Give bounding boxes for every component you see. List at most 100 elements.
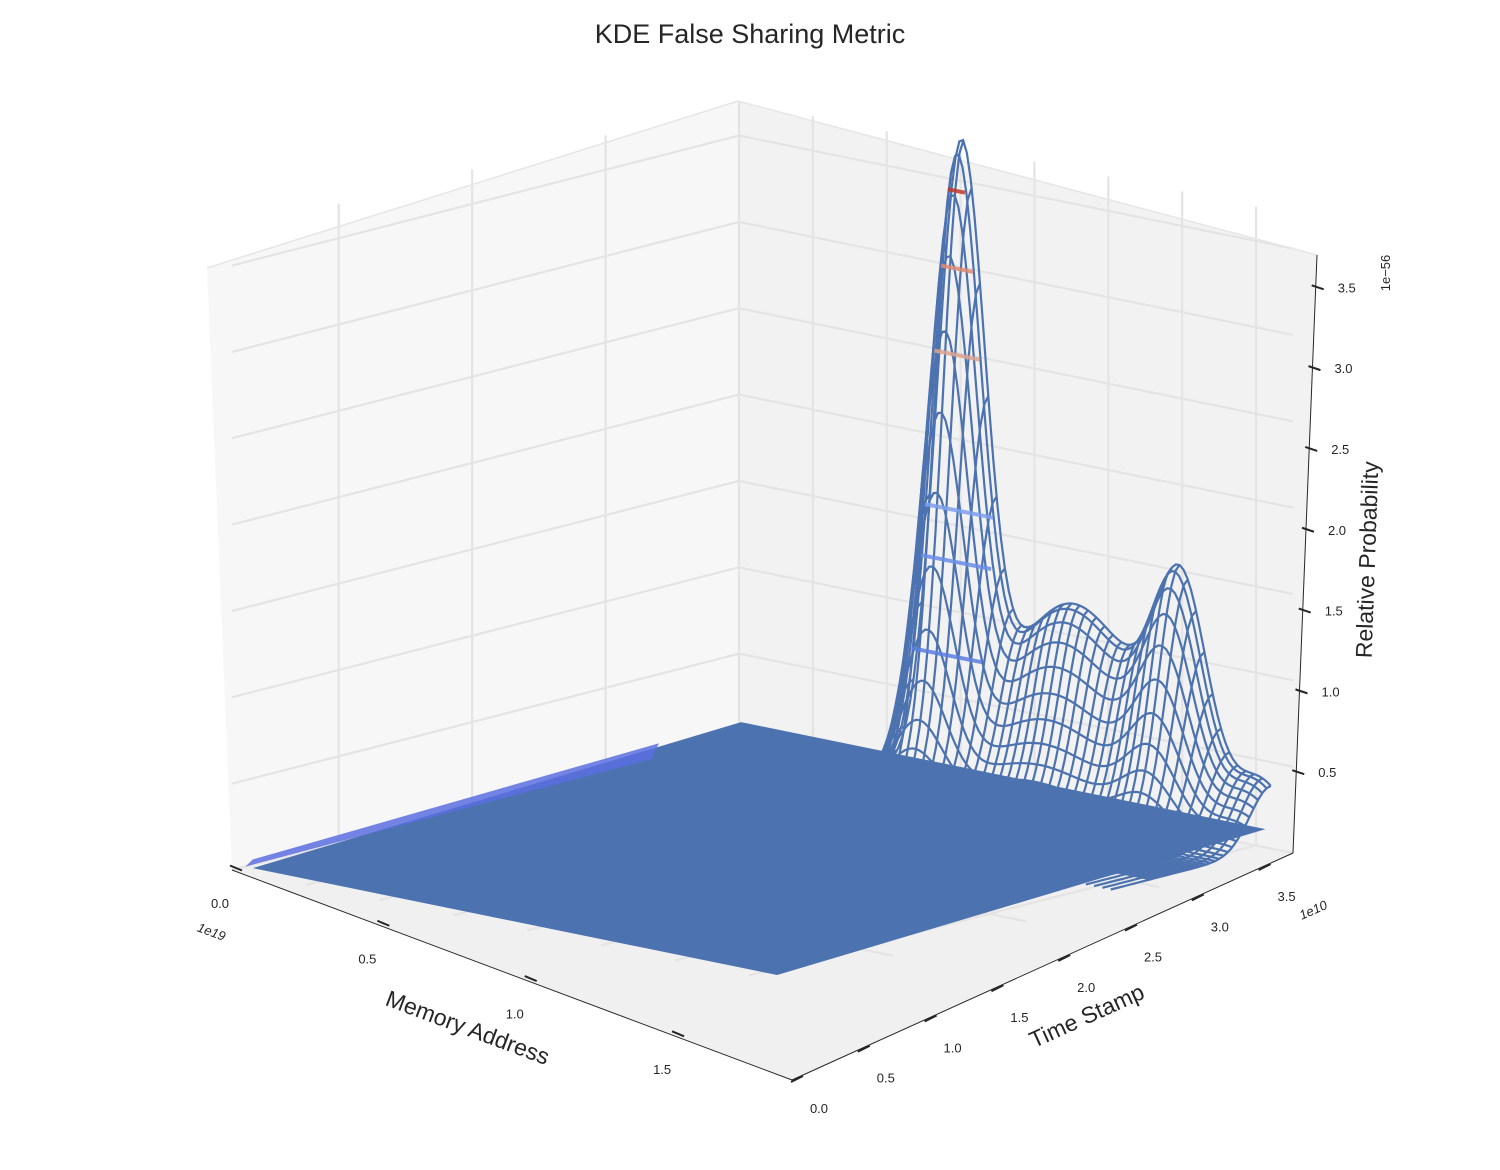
contour-line bbox=[924, 502, 994, 520]
z-tick-label: 0.5 bbox=[1318, 765, 1336, 780]
grid-line-z bbox=[738, 393, 1294, 509]
axis-ticks bbox=[229, 284, 1325, 1083]
grid-line-z bbox=[231, 307, 740, 440]
z-tick-label: 1.5 bbox=[1325, 604, 1343, 619]
y-tick bbox=[790, 1075, 804, 1083]
y-tick bbox=[924, 1014, 938, 1023]
wire-line bbox=[657, 759, 1190, 871]
wire-line bbox=[678, 754, 1212, 864]
wire-line bbox=[631, 766, 1164, 878]
x-tick bbox=[229, 864, 243, 872]
z-axis-multiplier: 1e−56 bbox=[1378, 255, 1393, 292]
wire-line bbox=[682, 753, 1216, 863]
wire-line bbox=[1110, 784, 1272, 891]
wire-line bbox=[730, 193, 1264, 794]
grid-line-z bbox=[738, 134, 1294, 250]
contour-line bbox=[934, 348, 981, 362]
wire-line bbox=[695, 718, 1229, 854]
surface-floor-edge bbox=[245, 743, 659, 867]
contour-lines bbox=[911, 187, 994, 665]
wire-line bbox=[635, 765, 1169, 876]
wire-line bbox=[640, 764, 1173, 875]
z-axis-line bbox=[1292, 254, 1318, 854]
y-axis-line bbox=[791, 852, 1294, 1081]
z-axis-label: Relative Probability bbox=[1351, 460, 1384, 658]
pane-edges bbox=[206, 100, 1318, 269]
wire-line bbox=[665, 757, 1199, 869]
z-tick-label: 3.5 bbox=[1338, 280, 1356, 295]
y-tick bbox=[1057, 954, 1071, 962]
wire-line bbox=[670, 756, 1203, 867]
wire-line bbox=[708, 565, 1242, 836]
kde-surface bbox=[245, 722, 1266, 976]
y-tick-label: 2.5 bbox=[1144, 950, 1162, 965]
grid-line-z bbox=[231, 134, 740, 267]
wire-line bbox=[738, 138, 1272, 787]
contour-line bbox=[940, 263, 974, 274]
wire-line bbox=[721, 330, 1255, 810]
contour-line bbox=[911, 646, 983, 665]
z-tick bbox=[1291, 769, 1305, 776]
grid-line-z bbox=[738, 479, 1294, 596]
wire-line bbox=[622, 768, 1156, 880]
y-axis-multiplier: 1e10 bbox=[1297, 897, 1330, 923]
wire-line bbox=[717, 411, 1251, 819]
y-tick-label: 0.0 bbox=[810, 1101, 828, 1116]
z-tick bbox=[1311, 284, 1325, 291]
z-tick-label: 3.0 bbox=[1334, 361, 1352, 376]
wire-line bbox=[687, 752, 1220, 860]
y-tick-label: 1.5 bbox=[1010, 1010, 1028, 1025]
x-tick-label: 0.0 bbox=[211, 896, 229, 911]
surface-floor bbox=[252, 722, 1266, 976]
grid-line-z bbox=[738, 220, 1294, 336]
x-axis-multiplier: 1e19 bbox=[195, 920, 227, 944]
y-tick-label: 0.5 bbox=[877, 1071, 895, 1086]
x-tick-label: 1.0 bbox=[506, 1007, 524, 1022]
x-tick bbox=[671, 1030, 685, 1038]
z-tick bbox=[1308, 365, 1321, 372]
wire-line bbox=[661, 758, 1194, 870]
z-tick-label: 1.0 bbox=[1321, 684, 1339, 699]
right-back-pane bbox=[738, 101, 1317, 853]
grid-line-z bbox=[231, 393, 740, 526]
z-tick-label: 2.0 bbox=[1328, 523, 1346, 538]
z-tick bbox=[1304, 445, 1318, 452]
wire-line bbox=[627, 767, 1160, 879]
wire-line bbox=[700, 679, 1233, 849]
y-tick bbox=[990, 984, 1004, 993]
z-tick-label: 2.5 bbox=[1331, 442, 1349, 457]
grid-line-z bbox=[231, 479, 740, 613]
wire-line bbox=[618, 769, 1152, 881]
y-tick-label: 2.0 bbox=[1077, 980, 1095, 995]
wire-line bbox=[734, 153, 1268, 790]
y-tick bbox=[1191, 893, 1205, 902]
kde-wireframe bbox=[578, 138, 1272, 891]
contour-line bbox=[947, 187, 966, 195]
x-tick bbox=[524, 975, 538, 982]
chart-title: KDE False Sharing Metric bbox=[595, 19, 906, 49]
wire-line bbox=[648, 762, 1182, 873]
tick-labels: 0.0 0.5 1.0 1.5 0.0 0.5 1.0 1.5 2.0 2.5 3.0 3.5 0.5 1… bbox=[211, 280, 1356, 1116]
z-tick bbox=[1295, 688, 1308, 695]
wire-line bbox=[691, 747, 1224, 857]
y-tick-label: 3.0 bbox=[1211, 919, 1229, 934]
y-tick bbox=[857, 1044, 871, 1053]
z-tick bbox=[1301, 526, 1315, 533]
wire-line bbox=[644, 763, 1177, 874]
grid-line-z bbox=[231, 652, 740, 785]
contour-line bbox=[920, 553, 992, 572]
y-tick-label: 1.0 bbox=[944, 1040, 962, 1055]
wire-line bbox=[674, 755, 1207, 866]
y-tick bbox=[1124, 923, 1138, 932]
y-tick bbox=[1258, 863, 1272, 872]
grid-line-z bbox=[738, 307, 1294, 423]
y-tick-label: 3.5 bbox=[1278, 889, 1296, 904]
grid-line-z bbox=[231, 220, 740, 353]
wire-line bbox=[652, 760, 1186, 872]
x-tick-label: 1.5 bbox=[653, 1062, 671, 1077]
grid-line-z bbox=[231, 566, 740, 699]
wire-line bbox=[725, 254, 1259, 801]
x-axis-line bbox=[231, 869, 793, 1081]
z-tick bbox=[1298, 607, 1312, 614]
